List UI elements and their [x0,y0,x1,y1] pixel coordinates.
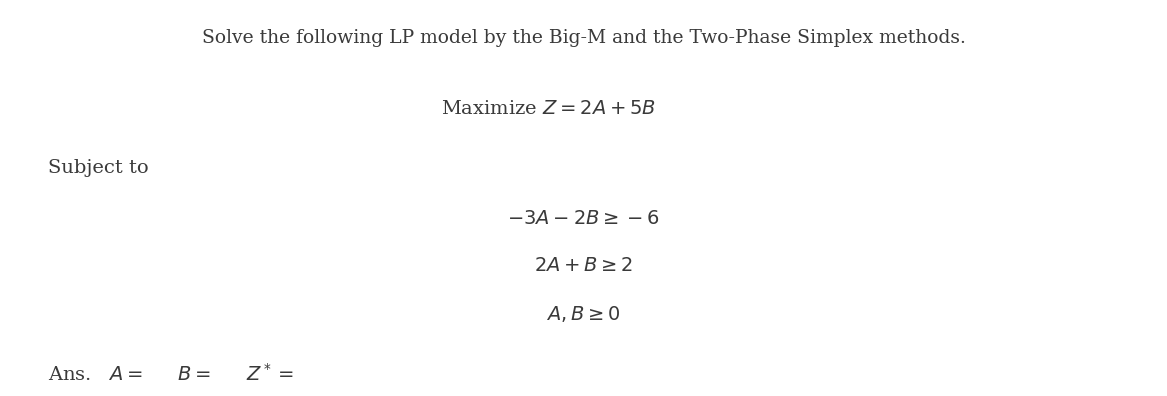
Text: $-3A - 2B \geq -6$: $-3A - 2B \geq -6$ [508,210,659,228]
Text: Solve the following LP model by the Big-M and the Two-Phase Simplex methods.: Solve the following LP model by the Big-… [202,29,965,47]
Text: Maximize $Z = 2A + 5B$: Maximize $Z = 2A + 5B$ [441,100,656,118]
Text: $A, B \geq 0$: $A, B \geq 0$ [546,304,621,324]
Text: Subject to: Subject to [48,159,148,177]
Text: $2A + B \geq 2$: $2A + B \geq 2$ [533,257,634,275]
Text: Ans.   $A =$     $B =$     $Z^* =$: Ans. $A =$ $B =$ $Z^* =$ [48,363,294,385]
